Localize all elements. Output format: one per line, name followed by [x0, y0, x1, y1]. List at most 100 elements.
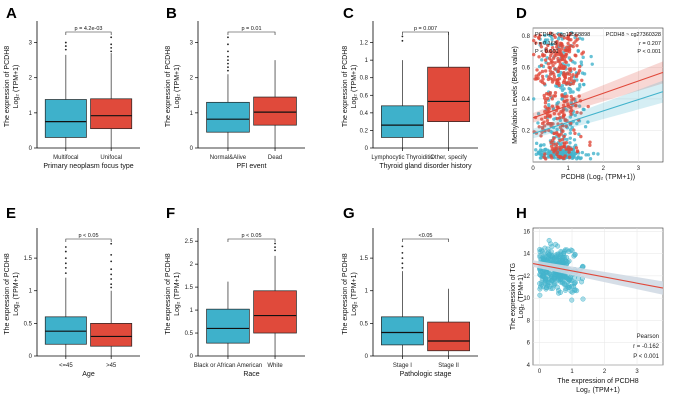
panel-D-point-red	[553, 67, 557, 71]
panel-D-point-red	[558, 66, 562, 70]
panel-A-ytick-label: 1	[29, 111, 33, 117]
panel-D-point-red	[555, 45, 559, 49]
panel-C-y-title-2: Log₂ (TPM+1)	[351, 65, 358, 109]
panel-D-point-red	[571, 73, 575, 77]
panel-D-point-red	[542, 96, 547, 100]
panel-D-point-red	[566, 36, 570, 41]
panel-E-ytick-label: 0	[29, 354, 33, 360]
panel-B-category-1: Normal&Alive	[210, 155, 247, 161]
panel-D-point-red	[564, 52, 569, 56]
panel-F-category-2: White	[267, 363, 283, 369]
panel-D-point-red	[574, 39, 578, 43]
panel-D-point-red	[573, 131, 577, 136]
panel-D-point-blue	[540, 148, 544, 153]
panel-D-point-blue	[566, 63, 571, 67]
panel-D-r-red: r = 0.168	[535, 41, 557, 47]
panel-B-box-1	[206, 101, 250, 133]
panel-D-point-red	[569, 147, 574, 151]
panel-D-point-red	[574, 103, 578, 108]
panel-H-point	[551, 275, 557, 281]
panel-D-point-red	[569, 105, 573, 110]
panel-H-point	[555, 243, 561, 249]
panel-D-point-red	[549, 144, 554, 148]
panel-D-point-red	[540, 74, 545, 79]
panel-C-ytick-label: 0.6	[360, 93, 369, 99]
panel-D-point-red	[552, 131, 556, 136]
panel-D-point-red	[558, 41, 563, 46]
panel-D-point-red	[540, 117, 544, 121]
panel-D-point-blue	[573, 113, 577, 117]
panel-D-point-red	[562, 57, 567, 61]
panel-D-point-blue	[542, 143, 546, 147]
panel-D-point-red	[574, 54, 578, 58]
panel-F-p-value: p < 0.05	[241, 233, 261, 239]
panel-G-y-title-2: Log₂ (TPM+1)	[351, 272, 358, 316]
panel-H-point	[554, 284, 560, 290]
panel-D-fit-line	[532, 71, 664, 119]
panel-D-point-red	[547, 128, 551, 133]
panel-H-point	[555, 251, 561, 257]
panel-D-point-red	[556, 69, 560, 74]
panel-B-outlier	[227, 66, 229, 69]
panel-G-ytick-label: 0	[365, 354, 369, 360]
panel-D-point-blue	[560, 84, 565, 88]
panel-A-ytick-label: 0	[29, 146, 33, 152]
panel-D-point-red	[581, 50, 586, 54]
panel-B-bracket	[227, 31, 276, 35]
panel-H-point	[563, 286, 569, 292]
panel-D-point-red	[560, 54, 565, 58]
panel-H-point	[560, 277, 566, 283]
panel-D-point-red	[565, 94, 569, 98]
panel-C-ytick-label: 0.8	[360, 76, 369, 82]
panel-D-point-red	[571, 44, 575, 49]
panel-D-point-red	[548, 56, 552, 61]
panel-A-box-1	[44, 99, 87, 138]
panel-H-point	[552, 255, 558, 261]
panel-H-ytick-label: 6	[527, 341, 531, 347]
panel-D-point-red	[561, 44, 565, 48]
panel-D-xtick-label: 0	[531, 166, 535, 172]
panel-E-outlier	[64, 250, 67, 253]
panel-H-x-title-2: Log₂ (TPM+1)	[576, 387, 620, 394]
panel-D-point-red	[561, 108, 566, 112]
panel-A-outlier	[110, 36, 113, 39]
panel-A-outlier	[110, 43, 113, 46]
panel-H-confidence-band	[533, 260, 663, 295]
panel-D-fit-line	[532, 91, 664, 135]
panel-D-point-red	[546, 43, 550, 48]
panel-D-point-red	[546, 92, 551, 96]
panel-D-point-red	[564, 60, 568, 65]
panel-E-outlier	[110, 253, 113, 256]
panel-B-outlier	[227, 43, 229, 46]
panel-D-point-red	[551, 63, 555, 68]
panel-H-ytick-label: 16	[523, 229, 530, 235]
panel-H-point	[556, 277, 562, 283]
panel-H-point	[550, 285, 556, 291]
panel-D-point-red	[566, 147, 570, 151]
panel-D-point-red	[552, 75, 557, 79]
panel-D-point-red	[550, 60, 555, 64]
panel-D-point-blue	[579, 60, 583, 64]
panel-F-bracket	[227, 238, 276, 242]
panel-D-point-red	[579, 111, 583, 115]
panel-H-point	[537, 253, 543, 259]
panel-D-point-red	[564, 124, 568, 129]
panel-D-point-blue	[540, 58, 544, 62]
panel-H-point	[540, 273, 546, 279]
panel-H-point	[563, 282, 569, 288]
panel-F-category-1: Black or African American	[194, 363, 262, 369]
panel-A-box-2	[90, 98, 133, 130]
panel-D-point-red	[572, 41, 576, 45]
panel-C-outlier	[401, 39, 404, 42]
panel-D-xtick-label: 3	[637, 166, 641, 172]
panel-D-point-red	[565, 45, 569, 49]
panel-D-point-red	[562, 78, 567, 83]
panel-B-category-2: Dead	[268, 155, 282, 161]
panel-D-point-red	[542, 155, 546, 159]
panel-A-outlier	[110, 46, 113, 49]
panel-A-outlier	[110, 50, 113, 53]
panel-B-ytick-label: 1	[190, 111, 194, 117]
panel-D-point-blue	[591, 151, 596, 156]
panel-D-point-red	[557, 112, 561, 116]
panel-D-point-red	[543, 101, 548, 105]
